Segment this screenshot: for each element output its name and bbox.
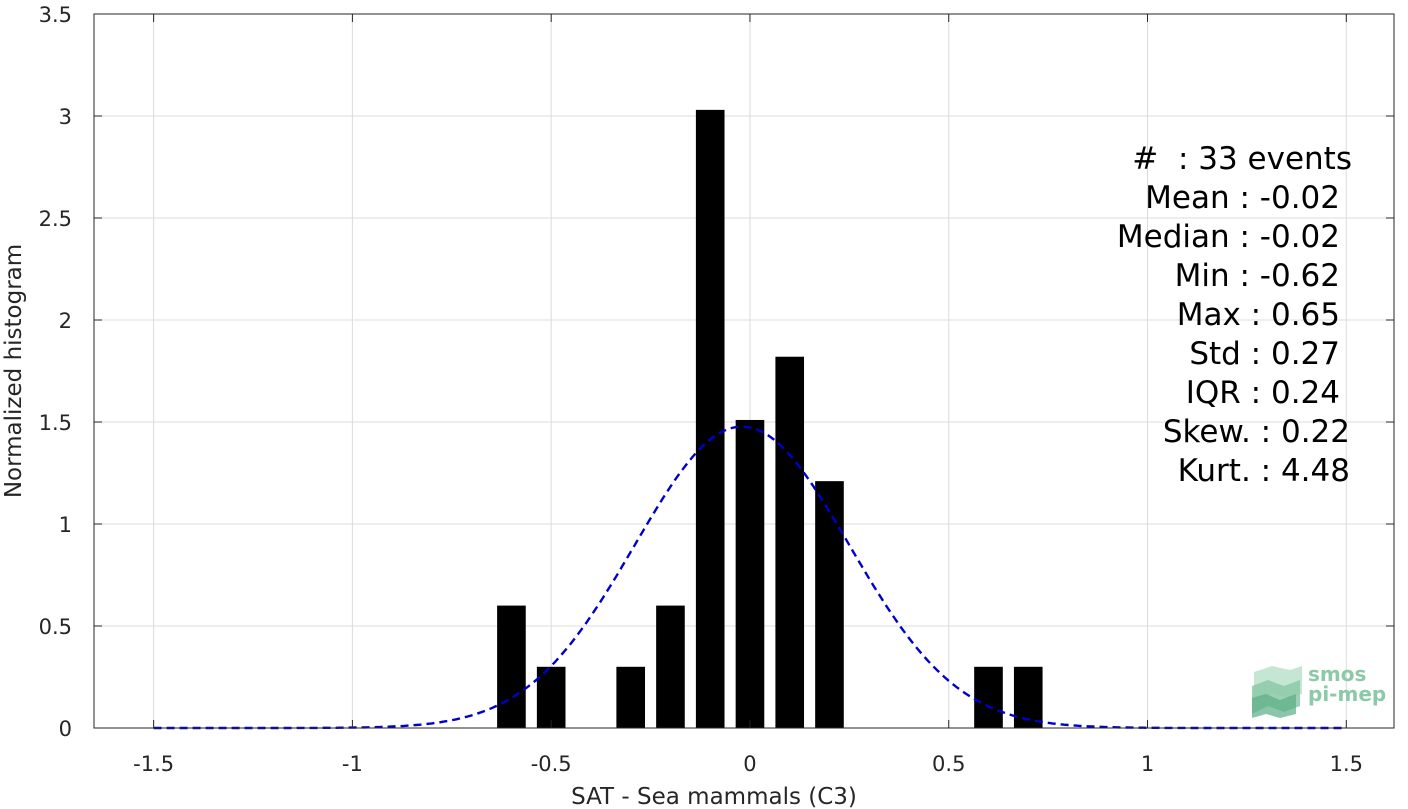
stat-kurt: Kurt. : 4.48	[1177, 453, 1350, 489]
x-tick-label: -1	[342, 752, 363, 776]
stat-median: Median : -0.02	[1116, 219, 1340, 255]
y-tick-label: 3.5	[39, 3, 72, 27]
axes-box	[93, 13, 1395, 729]
stat-iqr: IQR : 0.24	[1185, 375, 1340, 411]
stat-events: # : 33 events	[1132, 141, 1352, 177]
x-tick-label: -0.5	[531, 752, 572, 776]
stat-max: Max : 0.65	[1176, 297, 1340, 333]
histogram-bar	[497, 605, 526, 728]
smos-pi-mep-logo: smos pi-mep	[1250, 664, 1390, 720]
y-tick-label: 1.5	[39, 411, 72, 435]
statistics-box: # : 33 events Mean : -0.02 Median : -0.0…	[1040, 140, 1352, 491]
x-tick-label: 1	[1141, 752, 1154, 776]
stat-skew: Skew. : 0.22	[1162, 414, 1350, 450]
stat-mean: Mean : -0.02	[1145, 180, 1340, 216]
histogram-bar	[536, 666, 566, 728]
x-tick-label: 0.5	[932, 752, 965, 776]
x-tick-label: 0	[743, 752, 756, 776]
y-tick-label: 1	[59, 513, 72, 537]
x-tick-label: 1.5	[1330, 752, 1363, 776]
y-axis-ticks: 0 0.5 1 1.5 2 2.5 3 3.5	[39, 3, 1394, 741]
histogram-bars	[497, 109, 1043, 728]
stat-min: Min : -0.62	[1174, 258, 1340, 294]
x-axis-ticks: -1.5 -1 -0.5 0 0.5 1 1.5	[133, 14, 1363, 776]
histogram-bar	[1013, 666, 1043, 728]
x-axis-label: SAT - Sea mammals (C3)	[571, 784, 857, 809]
logo-wave-icon	[1252, 666, 1302, 718]
histogram-bar	[815, 481, 844, 728]
histogram-bar	[695, 109, 725, 728]
logo-line-2: pi-mep	[1308, 682, 1387, 706]
histogram-bar	[616, 666, 646, 728]
histogram-bar	[735, 419, 765, 728]
stat-std: Std : 0.27	[1189, 336, 1340, 372]
y-tick-label: 0	[59, 717, 72, 741]
x-tick-label: -1.5	[133, 752, 174, 776]
y-axis-label: Normalized histogram	[1, 244, 27, 498]
histogram-bar	[974, 666, 1003, 728]
logo-line-1: smos	[1308, 662, 1367, 686]
histogram-bar	[656, 605, 685, 728]
logo-text: smos pi-mep	[1308, 664, 1386, 704]
histogram-bar	[775, 356, 805, 728]
y-tick-label: 2	[59, 309, 72, 333]
y-tick-label: 2.5	[39, 207, 72, 231]
y-tick-label: 3	[59, 105, 72, 129]
grid-lines	[94, 13, 1394, 729]
y-tick-label: 0.5	[39, 615, 72, 639]
